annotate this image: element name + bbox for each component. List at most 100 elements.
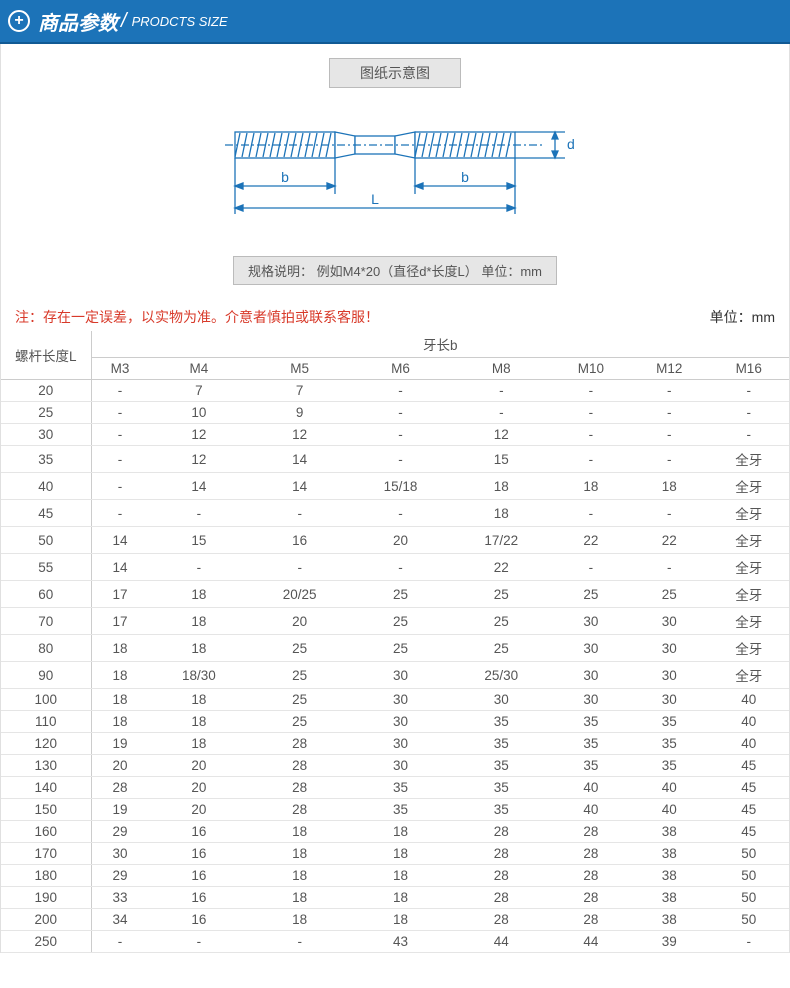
cell-value: 29 [91,865,148,887]
cell-value: - [630,500,708,527]
cell-value: 10 [148,402,249,424]
cell-length: 90 [1,662,91,689]
cell-value: 28 [249,733,350,755]
cell-value: 16 [148,887,249,909]
cell-value: 全牙 [708,554,789,581]
cell-value: - [350,446,451,473]
col-header: M5 [249,358,350,380]
cell-length: 20 [1,380,91,402]
table-row: 1101818253035353540 [1,711,789,733]
cell-value: 22 [630,527,708,554]
cell-value: - [350,424,451,446]
col-header-length: 螺杆长度L [1,331,91,380]
cell-value: 28 [451,909,552,931]
cell-length: 80 [1,635,91,662]
cell-value: 18 [350,865,451,887]
cell-value: - [552,554,630,581]
cell-length: 130 [1,755,91,777]
cell-value: 17 [91,581,148,608]
cell-value: - [630,446,708,473]
table-row: 1602916181828283845 [1,821,789,843]
cell-value: 40 [708,733,789,755]
cell-value: 38 [630,865,708,887]
cell-value: - [552,500,630,527]
col-header: M12 [630,358,708,380]
cell-value: 18 [91,711,148,733]
table-row: 20-77----- [1,380,789,402]
cell-value: 18 [350,843,451,865]
cell-value: 35 [350,777,451,799]
cell-value: 38 [630,843,708,865]
cell-value: 18 [630,473,708,500]
cell-value: 25 [249,711,350,733]
cell-length: 180 [1,865,91,887]
cell-value: 30 [350,733,451,755]
cell-length: 45 [1,500,91,527]
cell-value: 50 [708,865,789,887]
cell-length: 110 [1,711,91,733]
cell-value: 12 [249,424,350,446]
cell-value: 28 [451,821,552,843]
dim-L: L [371,191,379,207]
cell-length: 40 [1,473,91,500]
cell-length: 200 [1,909,91,931]
cell-value: 33 [91,887,148,909]
cell-value: - [552,446,630,473]
cell-value: - [630,424,708,446]
cell-value: 30 [350,755,451,777]
table-row: 1402820283535404045 [1,777,789,799]
cell-value: 40 [630,777,708,799]
cell-value: 18 [91,662,148,689]
cell-value: 30 [630,689,708,711]
cell-value: 9 [249,402,350,424]
cell-length: 250 [1,931,91,953]
cell-length: 120 [1,733,91,755]
cell-value: 16 [148,821,249,843]
cell-value: 35 [552,733,630,755]
table-row: 40-141415/18181818全牙 [1,473,789,500]
cell-value: 15 [148,527,249,554]
cell-length: 55 [1,554,91,581]
cell-value: - [451,380,552,402]
table-row: 7017182025253030全牙 [1,608,789,635]
cell-length: 190 [1,887,91,909]
cell-length: 35 [1,446,91,473]
unit-label: 单位：mm [710,307,775,327]
table-row: 45----18--全牙 [1,500,789,527]
error-note: 注：存在一定误差，以实物为准。介意者慎拍或联系客服！ [15,307,379,327]
cell-value: 18 [91,689,148,711]
table-row: 25-109----- [1,402,789,424]
cell-value: - [91,446,148,473]
cell-length: 100 [1,689,91,711]
cell-value: - [552,402,630,424]
cell-value: 18 [148,689,249,711]
cell-value: 28 [249,777,350,799]
cell-value: 35 [630,733,708,755]
table-row: 1501920283535404045 [1,799,789,821]
cell-value: - [451,402,552,424]
cell-value: 44 [451,931,552,953]
cell-value: - [350,402,451,424]
cell-value: 22 [552,527,630,554]
cell-value: 38 [630,821,708,843]
cell-value: 15 [451,446,552,473]
cell-value: 30 [552,635,630,662]
cell-value: 18 [249,843,350,865]
col-header: M6 [350,358,451,380]
cell-value: - [708,402,789,424]
cell-value: 18 [148,733,249,755]
cell-value: - [249,500,350,527]
diagram-section: 图纸示意图 [1,44,789,301]
cell-value: 38 [630,909,708,931]
cell-value: 18 [148,581,249,608]
cell-value: - [708,424,789,446]
cell-value: 14 [91,554,148,581]
cell-value: 全牙 [708,527,789,554]
cell-length: 160 [1,821,91,843]
col-header: M3 [91,358,148,380]
cell-value: 20 [148,755,249,777]
cell-value: 14 [148,473,249,500]
table-row: 35-1214-15--全牙 [1,446,789,473]
cell-value: - [630,380,708,402]
col-header: M16 [708,358,789,380]
